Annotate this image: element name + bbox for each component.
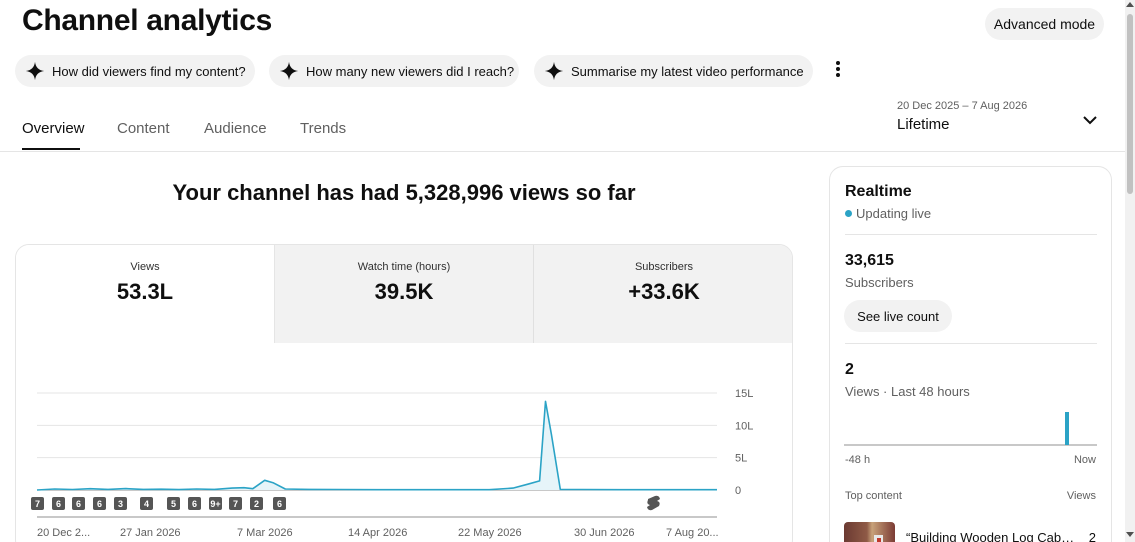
y-tick-label: 5L	[735, 453, 747, 465]
x-tick-label: 14 Apr 2026	[348, 527, 407, 539]
realtime-subscribers-label: Subscribers	[845, 275, 914, 290]
video-marker-count: 6	[97, 499, 102, 509]
page-title: Channel analytics	[22, 4, 272, 37]
chevron-down-icon[interactable]	[1080, 110, 1100, 130]
x-tick-label: 7 Mar 2026	[237, 527, 293, 539]
sparkle-icon	[25, 61, 45, 81]
metric-label: Watch time (hours)	[357, 261, 451, 273]
top-video-views: 2	[1088, 530, 1096, 542]
y-tick-label: 0	[735, 485, 741, 497]
y-tick-label: 15L	[735, 388, 753, 400]
realtime-card: Realtime Updating live 33,615 Subscriber…	[829, 166, 1112, 542]
video-marker-count: 6	[56, 499, 61, 509]
series-area	[37, 401, 717, 490]
realtime-subscribers-value: 33,615	[845, 252, 894, 269]
more-options-icon[interactable]	[828, 58, 848, 80]
video-marker	[114, 497, 127, 510]
page-scrollbar[interactable]	[1125, 0, 1135, 542]
video-marker	[52, 497, 65, 510]
divider	[845, 234, 1097, 235]
metric-tab-watch-time[interactable]: Watch time (hours) 39.5K	[275, 245, 534, 343]
video-marker-count: 7	[233, 499, 238, 509]
metric-value: 53.3L	[116, 279, 174, 304]
tab-audience[interactable]: Audience	[204, 120, 267, 137]
suggestion-label: Summarise my latest video performance	[571, 63, 804, 79]
metric-label: Views	[130, 261, 160, 273]
video-marker	[31, 497, 44, 510]
video-marker	[188, 497, 201, 510]
tab-trends[interactable]: Trends	[300, 120, 347, 137]
minichart-bar	[1065, 412, 1069, 445]
scroll-down-arrow-icon[interactable]	[1126, 532, 1134, 537]
period-selector[interactable]: Lifetime	[897, 116, 950, 133]
live-dot-icon	[845, 210, 852, 217]
video-marker	[167, 497, 180, 510]
see-live-count-button[interactable]: See live count	[844, 300, 952, 332]
tab-overview[interactable]: Overview	[22, 120, 85, 137]
video-marker-count: 5	[171, 499, 176, 509]
tab-content[interactable]: Content	[117, 120, 170, 137]
video-marker-count: 6	[277, 499, 282, 509]
suggestion-chip-viewer-sources[interactable]: How did viewers find my content?	[15, 55, 255, 87]
minichart-axis-start: -48 h	[845, 454, 871, 466]
video-marker	[273, 497, 286, 510]
views-column-label: Views	[1066, 490, 1096, 502]
metric-label: Subscribers	[634, 261, 694, 273]
shorts-icon	[647, 495, 660, 511]
realtime-views-label: Views · Last 48 hours	[845, 384, 970, 399]
video-marker-count: 3	[118, 499, 123, 509]
video-marker	[209, 497, 222, 510]
video-marker	[140, 497, 153, 510]
views-headline: Your channel has had 5,328,996 views so …	[172, 180, 636, 205]
realtime-title: Realtime	[845, 183, 912, 200]
realtime-status-label: Updating live	[856, 206, 932, 221]
video-marker	[93, 497, 106, 510]
suggestion-label: How did viewers find my content?	[52, 63, 246, 79]
video-marker-count: 6	[192, 499, 197, 509]
video-marker-count: 9+	[210, 499, 220, 509]
views-chart: 15L 10L 5L 0 7 6 6 6 3 4 5 6 9+ 7 2 6 20 Dec 2... 27 Jan …	[31, 388, 753, 539]
y-tick-label: 10L	[735, 420, 753, 432]
x-tick-label: 22 May 2026	[458, 527, 522, 539]
minichart-axis-end: Now	[1073, 454, 1096, 466]
suggestion-chip-new-viewers[interactable]: How many new viewers did I reach?	[269, 55, 519, 87]
metric-value: 39.5K	[374, 279, 434, 304]
metric-tab-subscribers[interactable]: Subscribers +33.6K	[534, 245, 792, 343]
x-tick-label: 30 Jun 2026	[574, 527, 635, 539]
metric-value: +33.6K	[628, 279, 700, 304]
scroll-up-arrow-icon[interactable]	[1126, 2, 1134, 7]
video-marker	[250, 497, 263, 510]
suggestion-chip-latest-video[interactable]: Summarise my latest video performance	[534, 55, 813, 87]
video-marker-count: 6	[76, 499, 81, 509]
top-content-label: Top content	[845, 490, 902, 502]
x-tick-label: 20 Dec 2...	[37, 527, 90, 539]
suggestion-label: How many new viewers did I reach?	[306, 63, 515, 79]
scrollbar-thumb[interactable]	[1127, 14, 1133, 194]
metrics-card: Views 53.3L Watch time (hours) 39.5K Sub…	[15, 244, 793, 542]
metric-tab-views[interactable]: Views 53.3L	[16, 245, 275, 343]
video-marker-count: 7	[35, 499, 40, 509]
realtime-status: Updating live	[845, 206, 931, 221]
divider	[845, 343, 1097, 344]
series-line	[36, 400, 717, 491]
video-marker-count: 2	[254, 499, 259, 509]
x-tick-label: 7 Aug 20...	[666, 527, 719, 539]
x-tick-label: 27 Jan 2026	[120, 527, 181, 539]
video-marker	[229, 497, 242, 510]
tabs-divider	[0, 151, 1125, 152]
sparkle-icon	[279, 61, 299, 81]
advanced-mode-button[interactable]: Advanced mode	[985, 8, 1104, 40]
video-marker	[72, 497, 85, 510]
sparkle-icon	[544, 61, 564, 81]
realtime-views-value: 2	[845, 361, 854, 378]
date-range: 20 Dec 2025 – 7 Aug 2026	[897, 100, 1028, 112]
top-video-title[interactable]: “Building Wooden Log Cabin in the Woods	[906, 530, 1076, 542]
active-tab-indicator	[22, 148, 80, 150]
realtime-views-minichart	[844, 412, 1097, 446]
video-marker-count: 4	[144, 499, 149, 509]
video-thumbnail[interactable]	[844, 522, 895, 542]
